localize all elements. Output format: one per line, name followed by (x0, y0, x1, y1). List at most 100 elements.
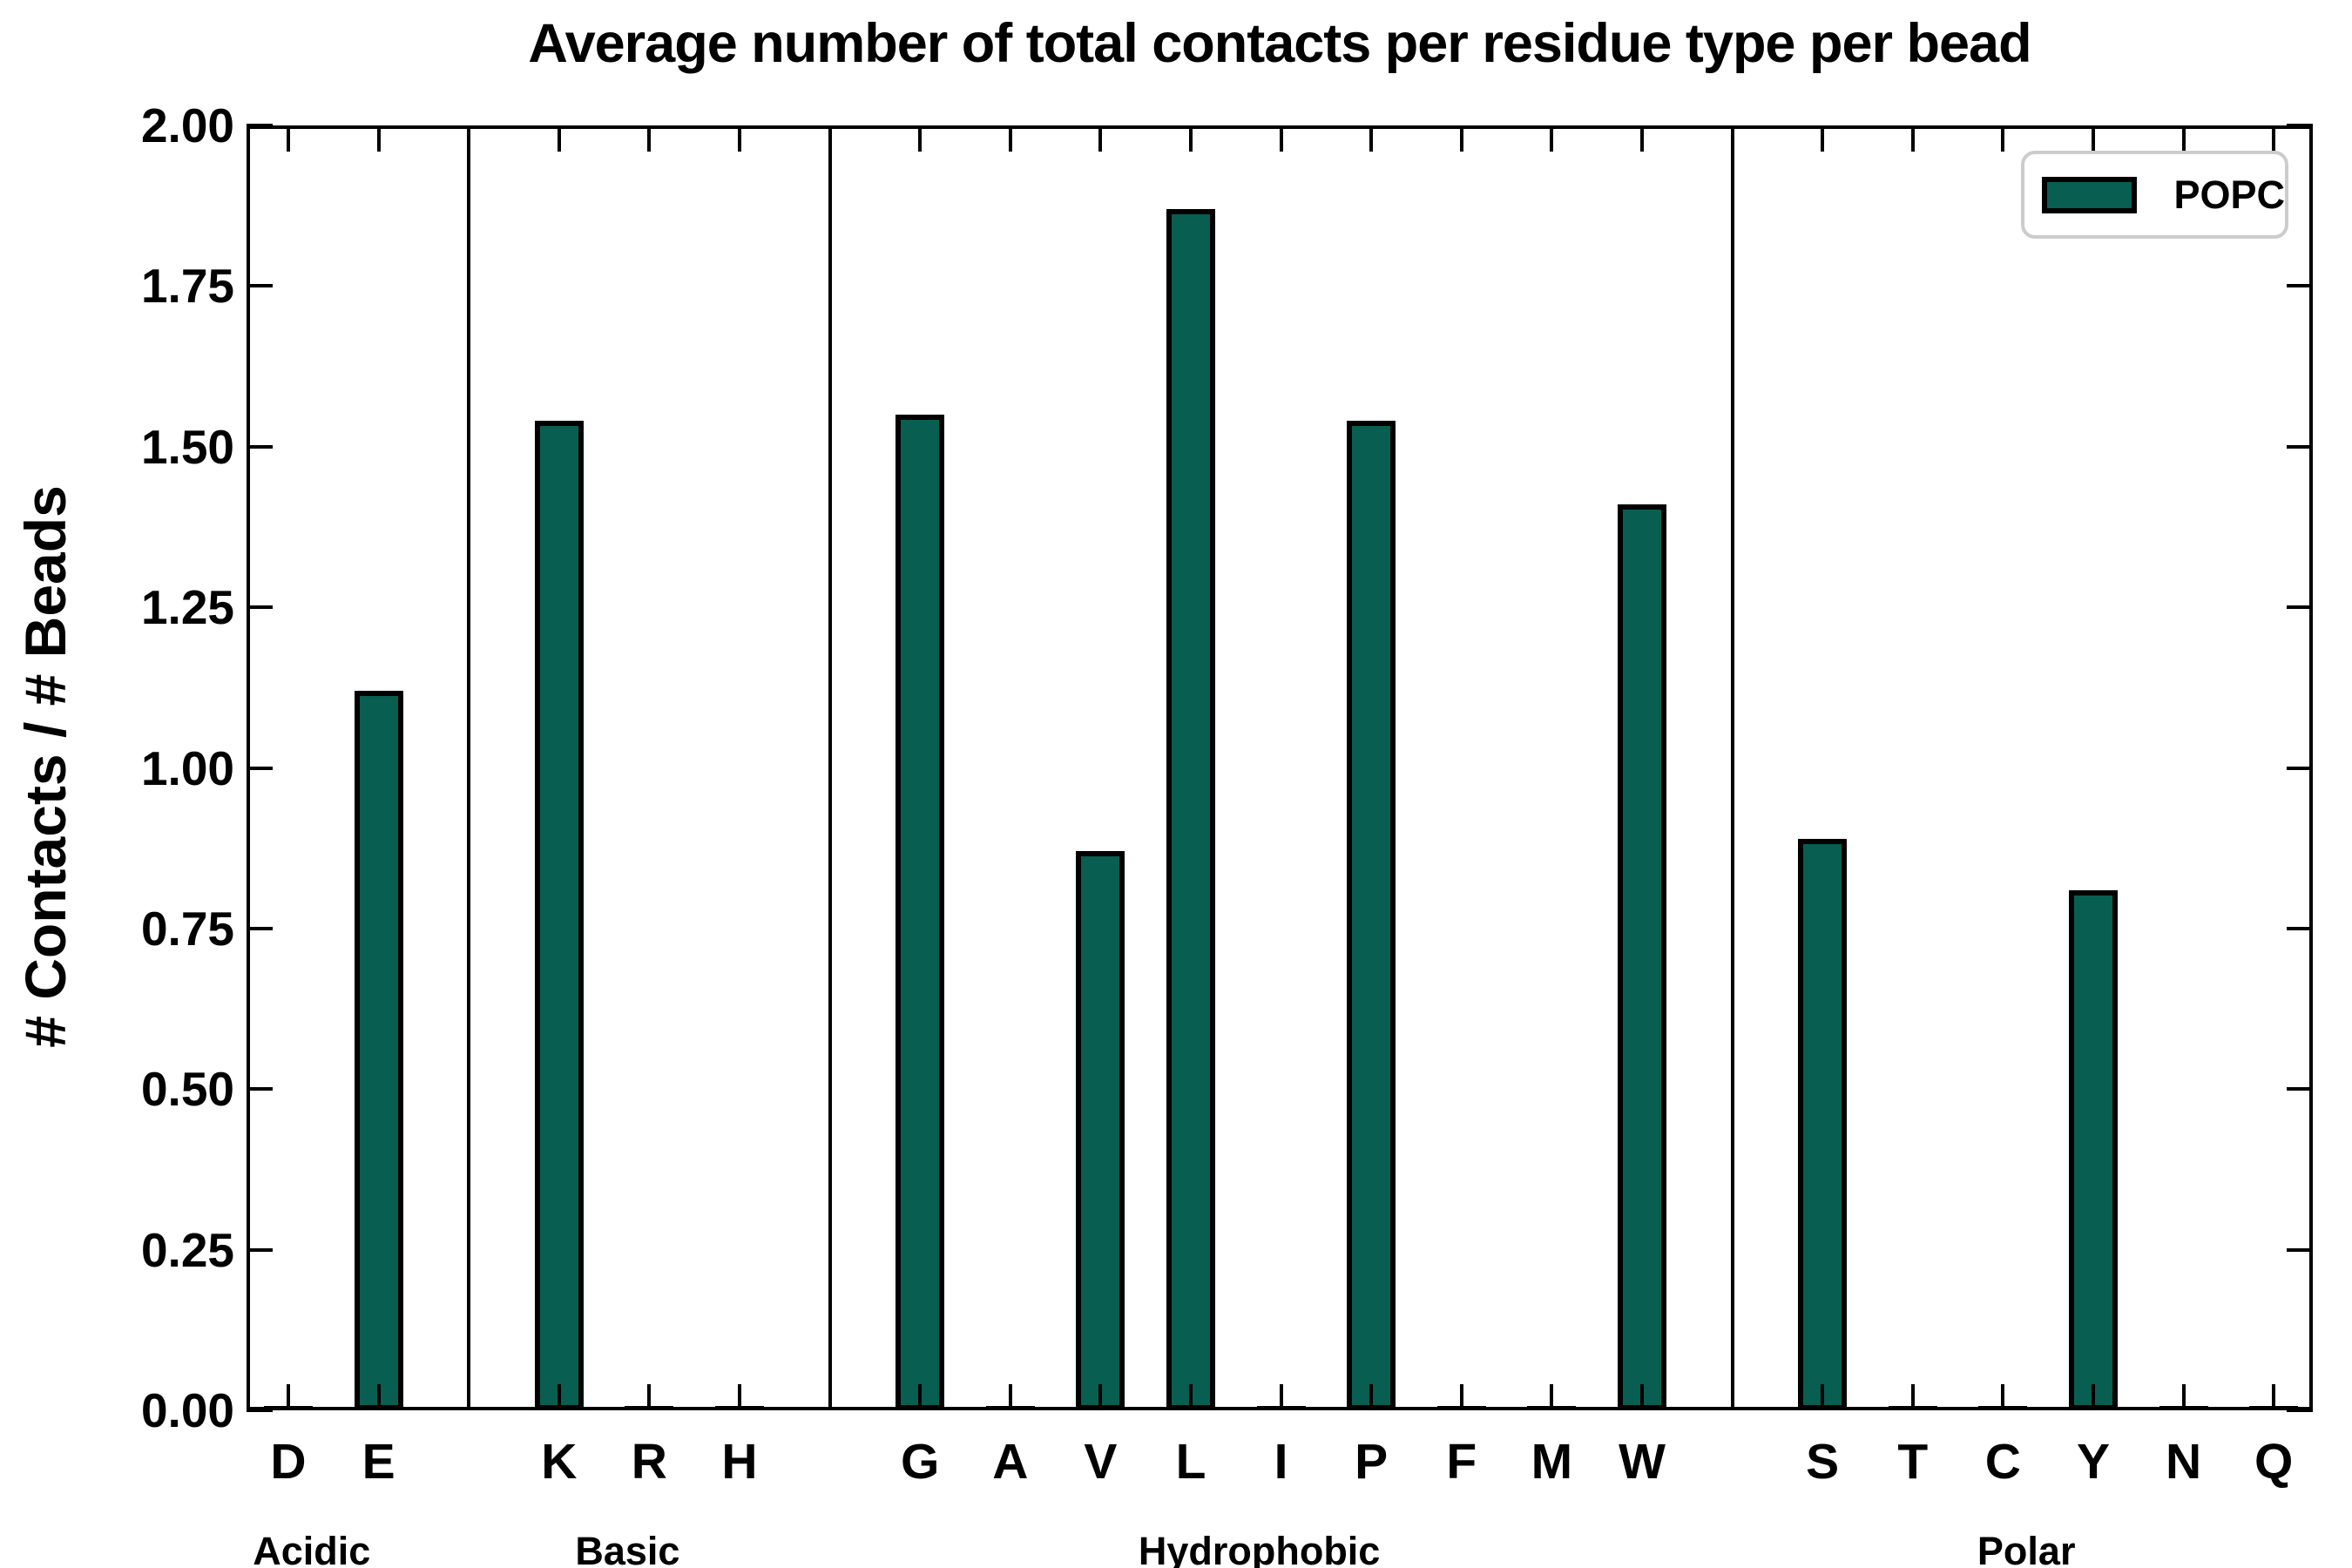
y-tick-label-0.50: 0.50 (140, 1062, 234, 1117)
group-separator (828, 125, 832, 1410)
y-tick-right (2287, 1247, 2313, 1252)
group-label-Hydrophobic: Hydrophobic (1138, 1529, 1381, 1568)
x-tick-bottom (738, 1384, 741, 1410)
x-tick-bottom (1821, 1384, 1825, 1410)
legend-label-popc: POPC (2173, 172, 2285, 217)
y-tick-right (2287, 926, 2313, 930)
y-tick-left (247, 444, 273, 449)
x-tick-top (2272, 125, 2276, 152)
y-tick-left (247, 1409, 273, 1412)
x-tick-label-K: K (541, 1434, 578, 1490)
x-tick-bottom (2181, 1384, 2186, 1410)
x-tick-bottom (1098, 1384, 1103, 1410)
x-tick-bottom (1279, 1384, 1283, 1410)
y-tick-label-0.00: 0.00 (140, 1383, 234, 1437)
x-tick-bottom (1369, 1384, 1374, 1410)
x-tick-bottom (2001, 1384, 2005, 1410)
y-tick-left (247, 605, 273, 610)
x-tick-label-G: G (901, 1434, 940, 1490)
x-tick-label-Y: Y (2076, 1434, 2111, 1490)
x-tick-label-Q: Q (2254, 1434, 2294, 1490)
x-tick-bottom (1189, 1384, 1193, 1410)
x-tick-bottom (1910, 1384, 1915, 1410)
group-label-Basic: Basic (575, 1529, 680, 1568)
x-tick-label-W: W (1619, 1434, 1666, 1490)
x-tick-bottom (918, 1384, 923, 1410)
bar-E (354, 691, 403, 1410)
y-tick-left (247, 1247, 273, 1252)
y-tick-left (247, 284, 273, 288)
x-tick-top (918, 125, 923, 152)
x-tick-top (1910, 125, 1915, 152)
bar-S (1798, 838, 1848, 1410)
x-tick-bottom (2272, 1384, 2276, 1410)
x-tick-label-F: F (1446, 1434, 1477, 1490)
y-tick-label-1.50: 1.50 (140, 419, 234, 474)
x-tick-label-L: L (1175, 1434, 1206, 1490)
bar-L (1166, 208, 1215, 1410)
x-tick-bottom (376, 1384, 381, 1410)
group-label-Acidic: Acidic (253, 1529, 371, 1568)
y-tick-label-1.75: 1.75 (140, 259, 234, 314)
x-tick-top (1369, 125, 1374, 152)
y-tick-right (2287, 124, 2313, 127)
x-tick-bottom (287, 1384, 290, 1410)
bar-K (534, 421, 584, 1410)
x-tick-bottom (2092, 1384, 2095, 1410)
x-tick-bottom (557, 1384, 561, 1410)
bar-Y (2069, 889, 2118, 1410)
y-tick-left (247, 926, 273, 930)
group-separator (1730, 125, 1734, 1410)
x-tick-bottom (1459, 1384, 1463, 1410)
chart-title: Average number of total contacts per res… (528, 13, 2031, 74)
y-tick-right (2287, 1087, 2313, 1092)
y-tick-left (247, 1087, 273, 1092)
x-tick-label-I: I (1274, 1434, 1288, 1490)
x-tick-top (1008, 125, 1012, 152)
x-tick-top (1640, 125, 1644, 152)
x-tick-label-P: P (1355, 1434, 1389, 1490)
x-tick-top (1550, 125, 1554, 152)
x-tick-top (738, 125, 741, 152)
x-tick-top (2181, 125, 2186, 152)
x-tick-label-R: R (631, 1434, 667, 1490)
group-label-Polar: Polar (1977, 1529, 2076, 1568)
legend: POPC (2021, 151, 2288, 239)
y-tick-left (247, 766, 273, 770)
y-tick-right (2287, 284, 2313, 288)
x-tick-bottom (1640, 1384, 1644, 1410)
y-tick-label-0.75: 0.75 (140, 901, 234, 956)
x-tick-top (287, 125, 290, 152)
x-tick-top (1098, 125, 1103, 152)
x-tick-top (2001, 125, 2005, 152)
y-tick-label-0.25: 0.25 (140, 1222, 234, 1277)
legend-swatch-popc (2042, 176, 2138, 213)
x-tick-top (376, 125, 381, 152)
bar-W (1618, 504, 1666, 1410)
bar-P (1347, 421, 1396, 1410)
x-tick-top (1821, 125, 1825, 152)
y-tick-right (2287, 444, 2313, 449)
y-tick-label-2.00: 2.00 (140, 98, 234, 152)
x-tick-top (2092, 125, 2095, 152)
x-tick-label-A: A (992, 1434, 1029, 1490)
y-tick-left (247, 124, 273, 127)
x-tick-bottom (1008, 1384, 1012, 1410)
x-tick-top (1459, 125, 1463, 152)
x-tick-top (1279, 125, 1283, 152)
x-tick-label-C: C (1984, 1434, 2021, 1490)
y-tick-label-1.25: 1.25 (140, 580, 234, 635)
y-tick-right (2287, 605, 2313, 610)
y-tick-right (2287, 1409, 2313, 1412)
x-tick-label-N: N (2166, 1434, 2202, 1490)
x-tick-bottom (647, 1384, 652, 1410)
x-tick-bottom (1550, 1384, 1554, 1410)
x-tick-top (647, 125, 652, 152)
x-tick-label-D: D (270, 1434, 307, 1490)
y-tick-label-1.00: 1.00 (140, 740, 234, 795)
y-tick-right (2287, 766, 2313, 770)
bar-G (896, 414, 945, 1410)
x-tick-label-V: V (1084, 1434, 1118, 1490)
